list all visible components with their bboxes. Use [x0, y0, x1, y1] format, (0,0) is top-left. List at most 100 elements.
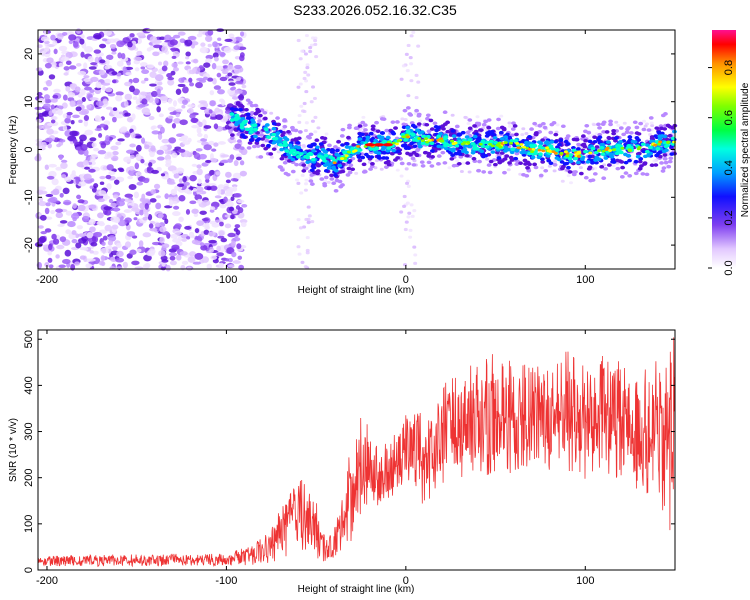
noise-blob [305, 66, 310, 70]
ridge-blob [426, 151, 432, 156]
noise-blob [399, 77, 404, 81]
noise-blob [218, 162, 225, 166]
noise-blob [161, 138, 170, 144]
snr-panel: -200 -100 0 100 0 100 200 300 400 500 Height of s… [8, 329, 676, 595]
noise-blob [178, 195, 186, 202]
noise-blob [404, 52, 409, 56]
noise-blob [99, 123, 106, 128]
ridge-blob [597, 132, 603, 137]
ridge-blob [386, 146, 392, 150]
noise-blob [305, 251, 310, 255]
noise-blob [115, 141, 122, 146]
noise-blob [139, 209, 144, 216]
noise-blob [227, 232, 236, 238]
noise-blob [214, 107, 221, 114]
noise-blob [304, 121, 309, 125]
ridge-blob [669, 152, 675, 156]
ridge-blob [329, 173, 334, 178]
ridge-blob [322, 159, 328, 163]
noise-blob [126, 231, 136, 237]
ridge-blob [558, 138, 564, 143]
ridge-blob [311, 149, 316, 153]
ridge-blob [374, 120, 379, 125]
noise-blob [475, 115, 480, 119]
noise-blob [201, 199, 211, 206]
ridge-blob [480, 144, 486, 149]
ridge-blob [509, 138, 515, 143]
ridge-blob [593, 150, 599, 155]
noise-blob [128, 166, 135, 171]
noise-blob [274, 144, 279, 148]
noise-blob [233, 227, 239, 232]
noise-blob [326, 180, 331, 184]
ridge-blob [257, 113, 263, 118]
noise-blob [93, 32, 102, 40]
noise-blob [312, 96, 317, 101]
noise-blob [77, 181, 87, 187]
noise-blob [224, 38, 233, 43]
ridge-blob [290, 169, 296, 174]
noise-blob [199, 46, 209, 54]
noise-blob [98, 190, 107, 197]
snr-ytick-label: 200 [23, 469, 35, 487]
ridge-blob [493, 140, 499, 145]
ridge-blob [661, 166, 667, 170]
noise-blob [158, 113, 164, 118]
noise-blob [63, 72, 69, 76]
ridge-blob [583, 149, 588, 154]
noise-blob [187, 104, 196, 108]
colorbar-gradient [712, 30, 736, 268]
noise-blob [208, 109, 213, 114]
noise-blob [520, 133, 525, 137]
noise-blob [231, 184, 238, 188]
noise-blob [222, 59, 229, 65]
noise-blob [85, 263, 93, 269]
noise-blob [179, 119, 188, 126]
ridge-blob [395, 120, 400, 124]
noise-blob [160, 173, 166, 177]
ridge-blob [257, 119, 262, 123]
noise-blob [75, 28, 82, 34]
ridge-blob [386, 162, 392, 167]
noise-blob [506, 168, 511, 172]
ridge-blob [442, 110, 448, 115]
noise-blob [100, 247, 109, 254]
noise-blob [405, 181, 410, 185]
ridge-blob [292, 152, 297, 157]
ridge-core [396, 139, 401, 143]
ridge-blob [402, 143, 408, 147]
noise-blob [86, 105, 92, 110]
ridge-blob [368, 167, 373, 171]
ridge-blob [648, 145, 653, 150]
ridge-blob [502, 170, 507, 175]
noise-blob [109, 44, 117, 49]
ridge-blob [316, 163, 321, 168]
noise-blob [84, 46, 94, 53]
ridge-blob [628, 131, 634, 135]
noise-blob [408, 228, 413, 232]
ridge-blob [424, 142, 430, 146]
noise-blob [142, 264, 149, 269]
noise-blob [161, 261, 166, 267]
ridge-blob [275, 122, 281, 127]
noise-blob [215, 219, 221, 223]
noise-blob [173, 172, 180, 179]
ridge-blob [442, 122, 448, 126]
noise-blob [218, 262, 225, 269]
ridge-blob [662, 153, 668, 157]
spec-ytick-label: 0 [23, 146, 35, 152]
noise-blob [108, 171, 116, 176]
ridge-blob [310, 164, 316, 169]
ridge-blob [663, 144, 669, 149]
noise-blob [230, 240, 236, 247]
ridge-blob [586, 167, 592, 171]
noise-blob [310, 36, 315, 40]
ridge-blob [399, 161, 405, 166]
ridge-blob [429, 127, 435, 131]
ridge-blob [585, 160, 591, 164]
noise-blob [116, 60, 124, 67]
ridge-blob [417, 131, 423, 135]
ridge-blob [436, 125, 441, 130]
noise-blob [185, 61, 191, 65]
